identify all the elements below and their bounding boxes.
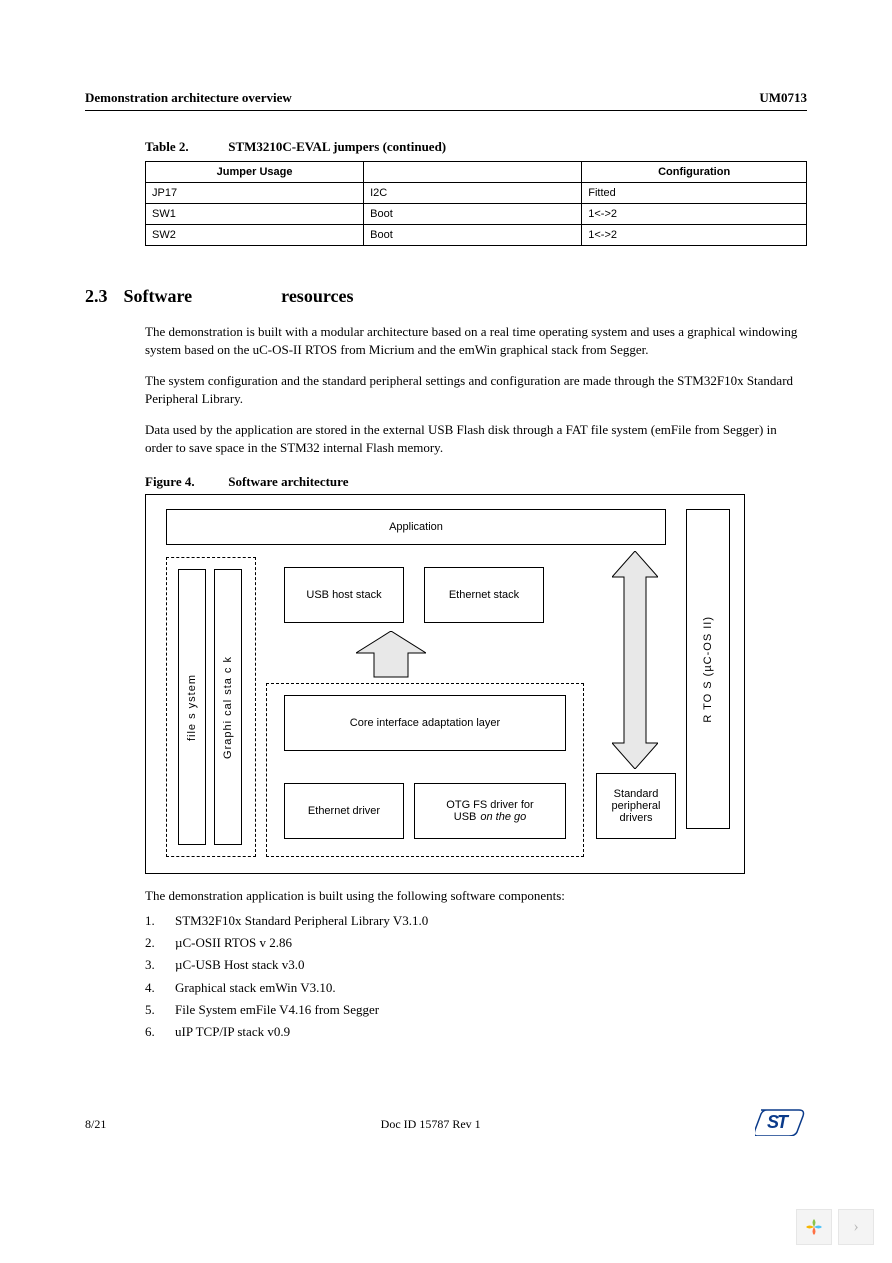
cell: I2C [364, 183, 582, 204]
jumpers-table: Jumper Usage Configuration JP17 I2C Fitt… [145, 161, 807, 246]
box-ethernet-stack: Ethernet stack [424, 567, 544, 623]
box-label: Standard peripheral drivers [599, 788, 673, 824]
list-item: 5.File System emFile V4.16 from Segger [145, 999, 807, 1021]
box-label: Core interface adaptation layer [350, 717, 500, 729]
section-title-part2: resources [281, 286, 353, 306]
header-left: Demonstration architecture overview [85, 90, 292, 106]
table-label: Table 2. [145, 139, 225, 155]
figure-label: Figure 4. [145, 474, 225, 490]
cell: SW2 [146, 225, 364, 246]
list-text: Graphical stack emWin V3.10. [175, 977, 336, 999]
page-header: Demonstration architecture overview UM07… [85, 90, 807, 111]
box-label: Graphi cal sta c k [222, 656, 234, 759]
architecture-diagram: Application R TO S (µC-OS II) file s yst… [145, 494, 745, 874]
section-heading: 2.3 Software resources [85, 286, 807, 307]
section-number: 2.3 [85, 286, 119, 307]
table-row: JP17 I2C Fitted [146, 183, 807, 204]
cell: 1<->2 [582, 204, 807, 225]
cell: Fitted [582, 183, 807, 204]
box-label: Ethernet driver [308, 805, 380, 817]
components-list: 1.STM32F10x Standard Peripheral Library … [145, 910, 807, 1043]
figure-title: Software architecture [228, 474, 348, 489]
paragraph: The system configuration and the standar… [145, 372, 807, 407]
arrow-bidirectional-icon [612, 551, 658, 769]
table-caption: Table 2. STM3210C-EVAL jumpers (continue… [145, 139, 807, 155]
list-text: uIP TCP/IP stack v0.9 [175, 1021, 290, 1043]
cell: Boot [364, 225, 582, 246]
box-label: file s ystem [186, 674, 198, 741]
cell: SW1 [146, 204, 364, 225]
cell: JP17 [146, 183, 364, 204]
list-item: 3.µC-USB Host stack v3.0 [145, 954, 807, 976]
cell: Boot [364, 204, 582, 225]
box-std-periph-drivers: Standard peripheral drivers [596, 773, 676, 839]
section-title-part1: Software [124, 286, 193, 306]
box-ethernet-driver: Ethernet driver [284, 783, 404, 839]
col-header: Jumper Usage [146, 162, 364, 183]
cell: 1<->2 [582, 225, 807, 246]
widget-logo-icon[interactable] [796, 1209, 832, 1245]
box-label: USB [454, 811, 477, 823]
list-item: 4.Graphical stack emWin V3.10. [145, 977, 807, 999]
list-text: STM32F10x Standard Peripheral Library V3… [175, 910, 428, 932]
col-header [364, 162, 582, 183]
box-usb-host-stack: USB host stack [284, 567, 404, 623]
table-header-row: Jumper Usage Configuration [146, 162, 807, 183]
box-rtos: R TO S (µC-OS II) [686, 509, 730, 829]
col-header: Configuration [582, 162, 807, 183]
list-text: File System emFile V4.16 from Segger [175, 999, 379, 1021]
list-text: µC-USB Host stack v3.0 [175, 954, 305, 976]
st-logo: ST [755, 1106, 807, 1143]
arrow-up-icon [356, 631, 426, 681]
box-application: Application [166, 509, 666, 545]
box-graphical-stack: Graphi cal sta c k [214, 569, 242, 845]
page-number: 8/21 [85, 1117, 106, 1132]
chevron-right-icon[interactable]: › [838, 1209, 874, 1245]
box-label: on the go [480, 811, 526, 823]
paragraph: Data used by the application are stored … [145, 421, 807, 456]
box-core-interface: Core interface adaptation layer [284, 695, 566, 751]
list-item: 1.STM32F10x Standard Peripheral Library … [145, 910, 807, 932]
bottom-widget: › [796, 1209, 874, 1245]
list-item: 6.uIP TCP/IP stack v0.9 [145, 1021, 807, 1043]
box-label: Ethernet stack [449, 589, 519, 601]
table-row: SW2 Boot 1<->2 [146, 225, 807, 246]
paragraph: The demonstration is built with a modula… [145, 323, 807, 358]
table-row: SW1 Boot 1<->2 [146, 204, 807, 225]
header-right: UM0713 [759, 90, 807, 106]
figure-caption: Figure 4. Software architecture [145, 474, 807, 490]
table-title: STM3210C-EVAL jumpers (continued) [228, 139, 446, 154]
box-label: Application [389, 521, 443, 533]
list-text: µC-OSII RTOS v 2.86 [175, 932, 292, 954]
box-label: OTG FS driver for [446, 799, 533, 811]
followup-text: The demonstration application is built u… [145, 888, 807, 904]
box-label: R TO S (µC-OS II) [702, 616, 714, 723]
box-otg-fs-driver: OTG FS driver for USB on the go [414, 783, 566, 839]
doc-id: Doc ID 15787 Rev 1 [381, 1117, 481, 1132]
box-file-system: file s ystem [178, 569, 206, 845]
list-item: 2.µC-OSII RTOS v 2.86 [145, 932, 807, 954]
box-label: USB host stack [306, 589, 381, 601]
page-footer: 8/21 Doc ID 15787 Rev 1 ST [85, 1106, 807, 1143]
